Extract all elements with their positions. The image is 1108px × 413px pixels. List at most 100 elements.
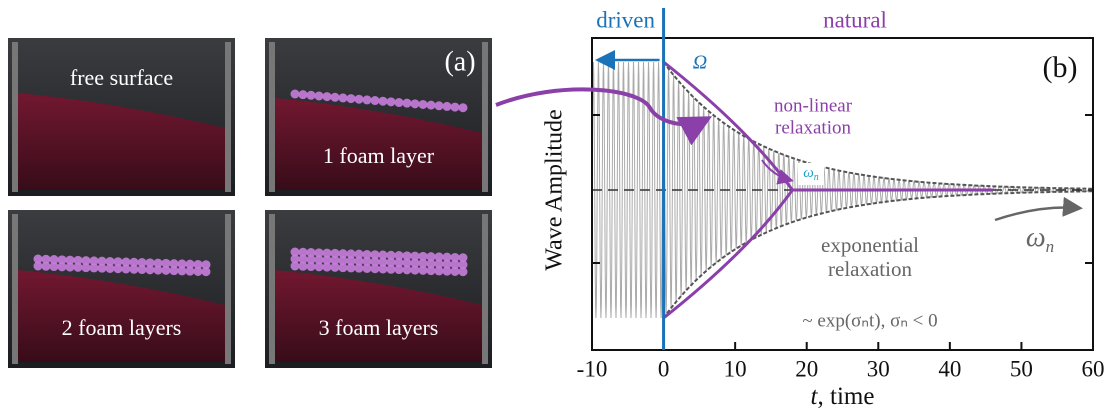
foam-bead [363, 95, 372, 104]
frame-left [12, 214, 18, 364]
omega-sub: n [1046, 237, 1055, 256]
foam-bead [347, 94, 356, 103]
foam-bead [98, 257, 107, 266]
exponential-label: relaxation [828, 257, 912, 281]
x-axis-label: t, time [811, 383, 875, 410]
foam-bead [291, 90, 300, 99]
foam-bead [323, 92, 332, 101]
y-axis-label: Wave Amplitude [542, 109, 568, 270]
foam-bead [106, 257, 115, 266]
foam-bead [379, 251, 388, 260]
foam-bead [315, 91, 324, 100]
foam-bead [411, 99, 420, 108]
foam-bead [443, 253, 452, 262]
omega-symbol: ω [803, 165, 814, 181]
foam-bead [90, 256, 99, 265]
foam-bead [291, 248, 300, 257]
photo-label: 1 foam layer [323, 143, 435, 168]
x-tick-label: 40 [938, 356, 961, 381]
foam-bead [411, 252, 420, 261]
photo-label: 3 foam layers [319, 315, 439, 340]
frame-right [225, 214, 231, 364]
frame-right [225, 42, 231, 192]
foam-bead [347, 249, 356, 258]
foam-bead [371, 250, 380, 259]
foam-bead [387, 251, 396, 260]
foam-bead [315, 248, 324, 257]
exp-arrow [995, 208, 1078, 221]
foam-bead [138, 258, 147, 267]
foam-bead [339, 249, 348, 258]
omega-symbol: ω [1026, 222, 1046, 253]
foam-bead [435, 101, 444, 110]
panel-label: (b) [1043, 51, 1078, 84]
foam-bead [154, 259, 163, 268]
foam-bead [42, 255, 51, 264]
foam-bead [50, 255, 59, 264]
frame-left [12, 42, 18, 192]
foam-bead [58, 255, 67, 264]
chart-panel: -100102030405060drivennaturalΩ(b)non-lin… [542, 7, 1105, 409]
foam-bead [403, 251, 412, 260]
exponential-label: exponential [821, 233, 919, 257]
foam-bead [443, 102, 452, 111]
foam-bead [331, 93, 340, 102]
nonlinear-label: non-linear [774, 95, 853, 116]
foam-bead [114, 257, 123, 266]
omega-sub: n [814, 172, 819, 183]
foam-bead [395, 251, 404, 260]
foam-bead [371, 96, 380, 105]
foam-bead [178, 259, 187, 268]
x-tick-label: 0 [658, 356, 670, 381]
nonlinear-label: relaxation [775, 117, 851, 138]
foam-bead [299, 248, 308, 257]
foam-bead [34, 255, 43, 264]
foam-bead [451, 103, 460, 112]
foam-bead [162, 259, 171, 268]
foam-bead [307, 248, 316, 257]
frame-left [269, 214, 275, 364]
foam-bead [82, 256, 91, 265]
foam-bead [379, 97, 388, 106]
foam-bead [427, 252, 436, 261]
natural-label: natural [823, 7, 887, 32]
formula: ~ exp(σₙt), σₙ < 0 [802, 310, 937, 331]
x-tick-label: 60 [1082, 356, 1105, 381]
foam-bead [299, 90, 308, 99]
foam-bead [194, 260, 203, 269]
foam-bead [323, 249, 332, 258]
foam-bead [122, 258, 131, 267]
forcing-label: Ω [693, 52, 707, 74]
x-tick-label: 30 [867, 356, 890, 381]
foam-bead [74, 256, 83, 265]
foam-bead [395, 98, 404, 107]
frame-left [269, 42, 275, 192]
x-axis-text: , time [818, 383, 875, 410]
frame-right [482, 214, 488, 364]
omega-large: ωn [1026, 222, 1054, 255]
panel-label: (a) [444, 46, 475, 77]
foam-bead [146, 258, 155, 267]
foam-bead [435, 252, 444, 261]
x-tick-label: -10 [577, 356, 608, 381]
foam-bead [355, 250, 364, 259]
figure: free surface1 foam layer2 foam layers3 f… [0, 0, 1108, 413]
foam-bead [459, 103, 468, 112]
foam-bead [459, 253, 468, 262]
driven-label: driven [596, 7, 655, 32]
x-tick-label: 50 [1010, 356, 1033, 381]
foam-bead [331, 249, 340, 258]
frame-right [482, 42, 488, 192]
foam-bead [419, 100, 428, 109]
foam-bead [202, 260, 211, 269]
foam-bead [419, 252, 428, 261]
foam-bead [427, 101, 436, 110]
x-tick-label: 10 [724, 356, 747, 381]
foam-bead [387, 97, 396, 106]
foam-bead [339, 93, 348, 102]
foam-bead [66, 256, 75, 265]
foam-bead [130, 258, 139, 267]
foam-bead [355, 95, 364, 104]
photo-label: 2 foam layers [62, 315, 182, 340]
